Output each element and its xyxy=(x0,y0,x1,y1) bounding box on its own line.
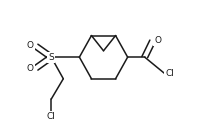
Text: Cl: Cl xyxy=(165,69,173,78)
Text: Cl: Cl xyxy=(47,112,55,121)
Text: O: O xyxy=(154,36,160,45)
Text: O: O xyxy=(27,41,33,50)
Text: S: S xyxy=(48,53,54,62)
Text: O: O xyxy=(27,64,33,73)
